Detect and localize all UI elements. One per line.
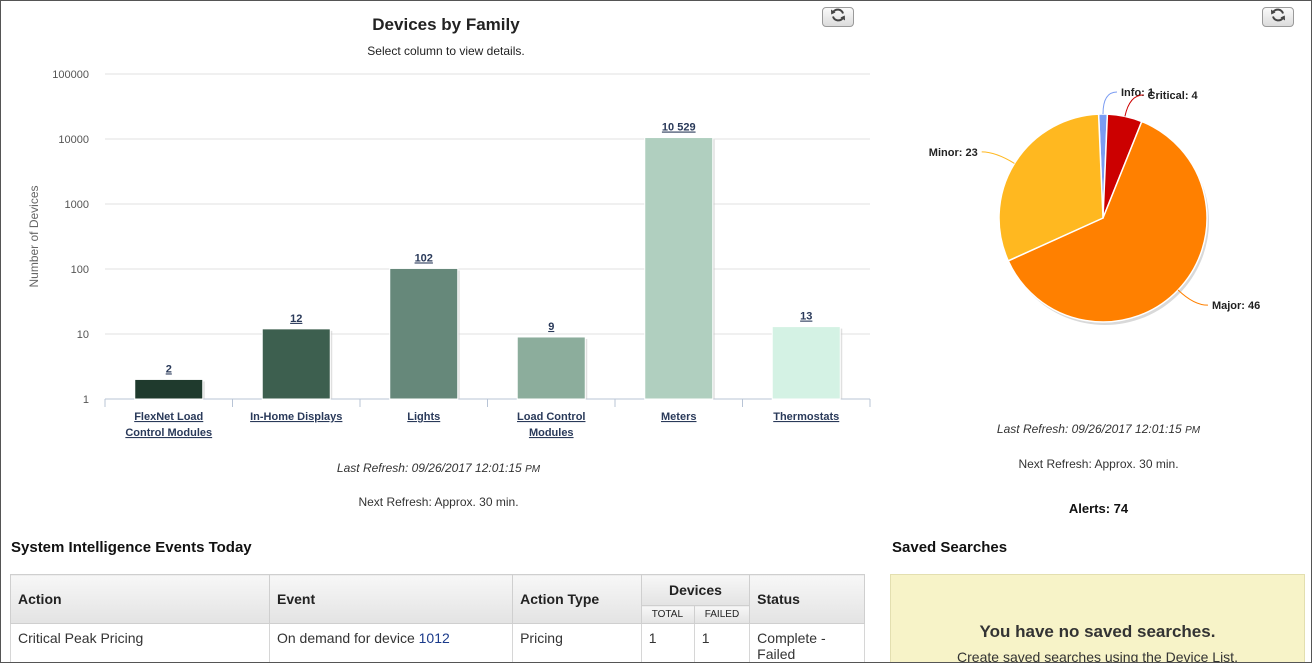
bar-in-home-displays[interactable]: [261, 328, 331, 400]
bar-data-label[interactable]: 12: [290, 313, 302, 325]
column-header-event[interactable]: Event: [268, 574, 514, 624]
table-row: Critical Peak Pricing On demand for devi…: [10, 623, 865, 662]
y-tick-label: 100: [71, 264, 89, 276]
column-header-devices: Devices: [640, 574, 751, 606]
x-tick-label[interactable]: Lights: [407, 411, 440, 423]
column-header-action[interactable]: Action: [10, 574, 270, 624]
pie-label: Critical: 4: [1148, 90, 1199, 102]
cell-action-type: Pricing: [512, 623, 642, 662]
bar-data-label[interactable]: 2: [166, 363, 172, 375]
last-refresh: Last Refresh: 09/26/2017 12:01:15 PM: [996, 422, 1201, 436]
x-tick-label[interactable]: Load Control Modules: [517, 411, 585, 439]
devices-by-family-panel: Devices by Family Select column to view …: [1, 1, 876, 526]
refresh-icon: [1270, 8, 1286, 27]
chart-title: Devices by Family: [372, 15, 520, 34]
y-tick-label: 10000: [58, 134, 89, 146]
refresh-button[interactable]: [822, 7, 854, 27]
x-tick-label[interactable]: Thermostats: [773, 411, 839, 423]
y-tick-label: 1: [83, 394, 89, 406]
cell-action: Critical Peak Pricing: [10, 623, 270, 662]
bar-thermostats[interactable]: [771, 326, 841, 400]
pie-label: Info: 1: [1121, 87, 1154, 99]
events-section-title: System Intelligence Events Today: [11, 539, 252, 556]
bar-data-label[interactable]: 10 529: [662, 122, 696, 134]
bar-data-label[interactable]: 13: [800, 311, 812, 323]
next-refresh: Next Refresh: Approx. 30 min.: [1018, 457, 1179, 471]
next-refresh: Next Refresh: Approx. 30 min.: [358, 495, 519, 509]
pie-label: Minor: 23: [929, 147, 978, 159]
column-header-failed[interactable]: FAILED: [693, 605, 751, 624]
bar-meters[interactable]: [644, 137, 714, 400]
saved-searches-empty-box: You have no saved searches. Create saved…: [890, 574, 1305, 663]
empty-state-subtitle: Create saved searches using the Device L…: [957, 649, 1238, 663]
pie-connector: [981, 151, 1015, 164]
column-header-status[interactable]: Status: [749, 574, 865, 624]
empty-state-title: You have no saved searches.: [979, 622, 1216, 641]
bar-load-control-modules[interactable]: [516, 336, 586, 400]
chart-subtitle: Select column to view details.: [367, 44, 525, 58]
x-tick-label[interactable]: FlexNet Load Control Modules: [125, 411, 212, 439]
device-link[interactable]: 1012: [418, 630, 450, 646]
pie-connector: [1177, 289, 1208, 306]
y-tick-label: 10: [77, 329, 89, 341]
saved-searches-title: Saved Searches: [892, 539, 1008, 556]
y-axis-label: Number of Devices: [27, 185, 41, 287]
y-tick-label: 100000: [52, 69, 89, 81]
bar-flexnet-load-control-modules[interactable]: [134, 378, 204, 400]
pie-connector: [1102, 91, 1118, 115]
refresh-button[interactable]: [1262, 7, 1294, 27]
cell-status: Complete - Failed: [749, 623, 865, 662]
cell-event: On demand for device 1012: [268, 623, 514, 662]
refresh-icon: [830, 8, 846, 27]
x-tick-label[interactable]: In-Home Displays: [250, 411, 342, 423]
x-tick-label[interactable]: Meters: [661, 411, 696, 423]
pie-connector: [1124, 94, 1144, 117]
bar-lights[interactable]: [389, 267, 459, 400]
cell-total: 1: [640, 623, 695, 662]
alerts-total: Alerts: 74: [1068, 501, 1129, 516]
bar-chart: 1 10 100 1000 10000 100000 Number of Devices 2 F…: [27, 69, 871, 439]
column-header-total[interactable]: TOTAL: [640, 605, 695, 624]
pie-slice-major[interactable]: [1007, 120, 1208, 323]
bar-data-label[interactable]: 102: [415, 252, 433, 264]
column-header-action-type[interactable]: Action Type: [512, 574, 642, 624]
last-refresh: Last Refresh: 09/26/2017 12:01:15 PM: [336, 461, 541, 475]
alerts-panel: Info: 1 Critical: 4 Major: 46 Minor: 23 Las…: [881, 1, 1311, 526]
bar-data-label[interactable]: 9: [548, 321, 554, 333]
cell-failed: 1: [693, 623, 751, 662]
events-table: Action Event Action Type Devices Status …: [10, 574, 865, 662]
y-tick-label: 1000: [65, 199, 89, 211]
pie-label: Major: 46: [1212, 300, 1260, 312]
